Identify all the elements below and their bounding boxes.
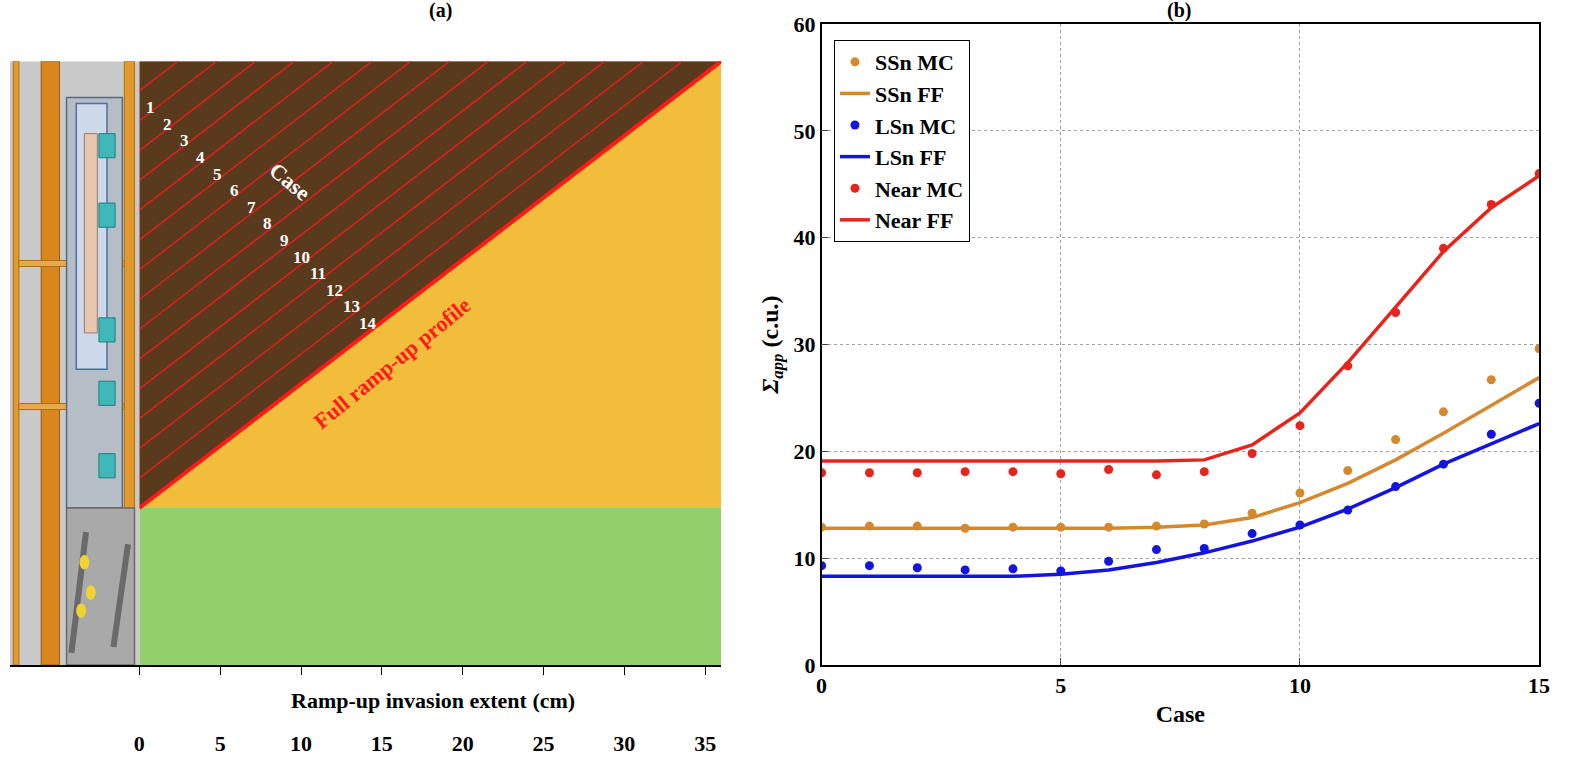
svg-text:15: 15 bbox=[371, 731, 393, 756]
svg-text:5: 5 bbox=[215, 731, 226, 756]
svg-text:0: 0 bbox=[804, 653, 815, 678]
svg-text:35: 35 bbox=[694, 731, 716, 756]
svg-text:3: 3 bbox=[180, 131, 189, 150]
svg-text:14: 14 bbox=[359, 314, 377, 333]
svg-text:0: 0 bbox=[816, 673, 827, 698]
svg-text:6: 6 bbox=[230, 181, 239, 200]
svg-text:LSn FF: LSn FF bbox=[875, 145, 947, 170]
svg-text:Full ramp-up profile: Full ramp-up profile bbox=[309, 292, 476, 434]
svg-text:7: 7 bbox=[247, 198, 256, 217]
svg-text:5: 5 bbox=[213, 165, 222, 184]
svg-text:Ramp-up invasion extent (cm): Ramp-up invasion extent (cm) bbox=[291, 688, 575, 713]
svg-text:5: 5 bbox=[1055, 673, 1066, 698]
svg-text:12: 12 bbox=[326, 281, 343, 300]
svg-text:SSn MC: SSn MC bbox=[875, 50, 954, 75]
svg-text:10: 10 bbox=[1289, 673, 1311, 698]
svg-text:40: 40 bbox=[793, 225, 815, 250]
svg-text:2: 2 bbox=[163, 115, 172, 134]
svg-text:Near FF: Near FF bbox=[875, 208, 953, 233]
svg-text:Case: Case bbox=[1156, 701, 1206, 727]
svg-text:20: 20 bbox=[452, 731, 474, 756]
svg-text:30: 30 bbox=[793, 332, 815, 357]
svg-text:60: 60 bbox=[793, 12, 815, 37]
svg-text:(a): (a) bbox=[429, 0, 452, 22]
svg-text:Near MC: Near MC bbox=[875, 177, 963, 202]
svg-text:50: 50 bbox=[793, 119, 815, 144]
svg-text:20: 20 bbox=[793, 439, 815, 464]
svg-text:10: 10 bbox=[290, 731, 312, 756]
svg-text:SSn FF: SSn FF bbox=[875, 82, 944, 107]
svg-text:11: 11 bbox=[310, 264, 326, 283]
svg-text:Σ​app​ (c.u.): Σ​app​ (c.u.) bbox=[757, 295, 787, 394]
svg-text:30: 30 bbox=[613, 731, 635, 756]
svg-text:(b): (b) bbox=[1167, 0, 1191, 22]
svg-text:10: 10 bbox=[793, 546, 815, 571]
svg-text:LSn MC: LSn MC bbox=[875, 114, 956, 139]
svg-text:8: 8 bbox=[263, 214, 272, 233]
svg-text:4: 4 bbox=[196, 148, 205, 167]
svg-text:15: 15 bbox=[1528, 673, 1550, 698]
svg-text:13: 13 bbox=[343, 297, 360, 316]
svg-text:9: 9 bbox=[280, 231, 289, 250]
svg-text:25: 25 bbox=[532, 731, 554, 756]
svg-text:Case: Case bbox=[265, 157, 316, 205]
svg-text:10: 10 bbox=[293, 248, 310, 267]
svg-text:0: 0 bbox=[134, 731, 145, 756]
svg-text:1: 1 bbox=[146, 98, 155, 117]
